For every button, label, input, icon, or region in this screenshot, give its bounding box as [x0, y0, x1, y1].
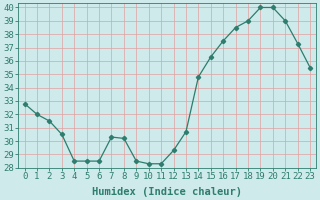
X-axis label: Humidex (Indice chaleur): Humidex (Indice chaleur) — [92, 186, 242, 197]
